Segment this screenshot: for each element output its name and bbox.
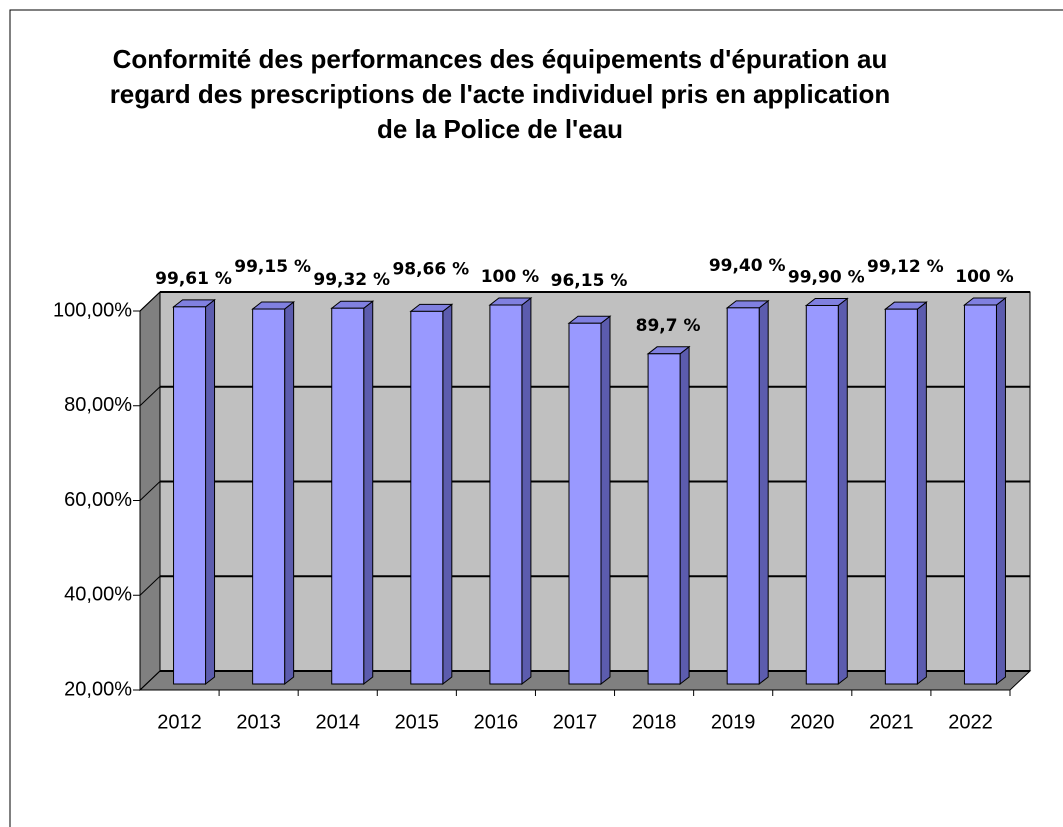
value-label: 89,7 % — [636, 316, 701, 336]
x-tick-label: 2019 — [711, 711, 756, 733]
bar-side — [679, 345, 690, 686]
value-label: 99,61 % — [155, 269, 232, 289]
grid-line-side — [139, 670, 161, 691]
value-label: 99,40 % — [709, 256, 786, 276]
y-tick-label: 40,00% — [64, 584, 132, 606]
x-tick-label: 2014 — [315, 711, 360, 733]
x-tick-label: 2018 — [632, 711, 677, 733]
value-label: 100 % — [481, 267, 539, 287]
value-label: 96,15 % — [551, 271, 628, 291]
bar — [173, 306, 207, 685]
x-tick-label: 2022 — [948, 711, 993, 733]
bar — [252, 308, 286, 685]
value-label: 99,12 % — [867, 257, 944, 277]
grid-line-side — [139, 386, 161, 407]
bar-side — [442, 303, 453, 686]
bar — [489, 304, 523, 685]
bar-side — [205, 298, 216, 686]
bar — [884, 308, 918, 685]
x-tick-label: 2017 — [553, 711, 598, 733]
bar-side — [916, 301, 927, 686]
bar-side — [995, 296, 1006, 686]
grid-line-side — [139, 481, 161, 501]
bar — [963, 304, 997, 685]
y-tick-label: 100,00% — [53, 299, 132, 321]
bar — [805, 304, 839, 685]
bar-side — [521, 296, 532, 686]
x-tick-label: 2012 — [157, 711, 202, 733]
x-tick-label: 2021 — [869, 711, 914, 733]
x-tick-label: 2016 — [474, 711, 519, 733]
x-tick-label: 2013 — [236, 711, 281, 733]
value-label: 98,66 % — [392, 259, 469, 279]
bar-side — [363, 300, 374, 686]
y-tick-label: 80,00% — [64, 394, 132, 416]
value-label: 99,90 % — [788, 267, 865, 287]
bar — [410, 310, 444, 685]
bar-side — [837, 297, 848, 686]
x-tick-label: 2015 — [395, 711, 440, 733]
bar-side — [758, 299, 769, 686]
bar-side — [600, 315, 611, 686]
bar-side — [284, 301, 295, 686]
grid-line-side — [139, 291, 161, 312]
grid-line-side — [139, 575, 161, 596]
chart-border — [9, 9, 1063, 827]
bar — [331, 307, 365, 685]
y-tick-label: 60,00% — [64, 489, 132, 511]
bar — [726, 307, 760, 685]
y-tick-label: 20,00% — [64, 678, 132, 700]
bar — [568, 322, 602, 685]
x-tick-label: 2020 — [790, 711, 835, 733]
value-label: 99,15 % — [234, 257, 311, 277]
bar — [647, 353, 681, 685]
chart-title: Conformité des performances des équipeme… — [109, 44, 891, 144]
value-label: 99,32 % — [313, 270, 390, 290]
value-label: 100 % — [955, 267, 1013, 287]
